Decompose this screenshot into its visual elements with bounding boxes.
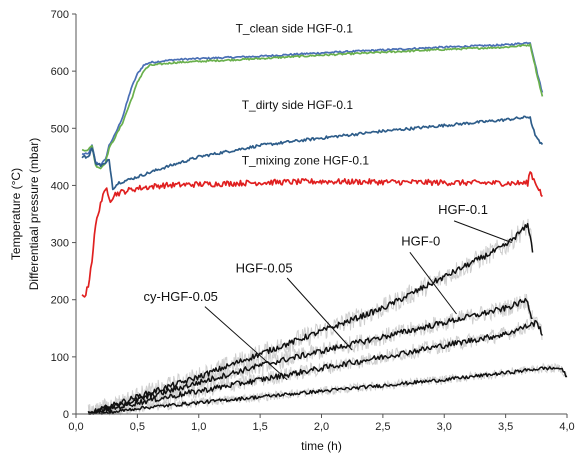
leader-line — [453, 220, 512, 244]
annotation-hgf-0: HGF-0 — [401, 233, 440, 248]
x-tick-label: 3,0 — [437, 421, 452, 433]
y-axis-label-temperature: Temperature (°C) — [9, 168, 23, 260]
y-axis-label-pressure: Differentiaal pressure (mbar) — [27, 138, 41, 291]
annotation-hgf-0-05: HGF-0.05 — [236, 260, 293, 275]
y-tick-label: 100 — [51, 352, 69, 364]
x-tick-label: 2,5 — [375, 421, 390, 433]
annotation-cy-hgf-0-05: cy-HGF-0.05 — [144, 289, 218, 304]
annotation-t-clean-side: T_clean side HGF-0.1 — [236, 21, 354, 35]
series-line-t-mixing-zone — [81, 171, 544, 298]
x-tick-label: 1,5 — [252, 421, 267, 433]
x-tick-label: 0,5 — [130, 421, 145, 433]
noise-layer — [87, 218, 568, 416]
noise-band-dp-hgf-0-1 — [87, 218, 533, 416]
annotation-t-dirty-side: T_dirty side HGF-0.1 — [242, 98, 354, 112]
noise-band-dp-hgf-0 — [88, 293, 533, 416]
y-tick-label: 200 — [51, 295, 69, 307]
y-tick-label: 600 — [51, 66, 69, 78]
y-tick-label: 400 — [51, 180, 69, 192]
x-tick-label: 2,0 — [314, 421, 329, 433]
series-layer — [81, 41, 568, 415]
x-tick-label: 1,0 — [191, 421, 206, 433]
leader-line — [286, 277, 353, 351]
series-line-t-dirty-side — [81, 115, 544, 191]
y-tick-label: 500 — [51, 123, 69, 135]
y-tick-label: 700 — [51, 9, 69, 21]
leader-line — [409, 251, 457, 315]
annotation-hgf-0-1: HGF-0.1 — [438, 202, 488, 217]
x-tick-label: 4,0 — [559, 421, 574, 433]
series-line-t-clean-side-green — [81, 43, 544, 170]
x-tick-labels: 0,0 0,5 1,0 1,5 2,0 2,5 3,0 3,5 4,0 — [68, 414, 575, 433]
y-tick-label: 0 — [63, 409, 69, 421]
annotation-t-mixing-zone: T_mixing zone HGF-0.1 — [242, 153, 370, 167]
noise-band-dp-cy-hgf-0-05 — [100, 362, 568, 416]
leader-line — [204, 306, 288, 381]
x-tick-label: 3,5 — [498, 421, 513, 433]
series-line-dp-hgf-0-05 — [88, 319, 544, 415]
x-axis-label: time (h) — [301, 439, 342, 453]
series-line-t-clean-side-blue — [81, 41, 544, 166]
leader-lines — [204, 220, 512, 381]
y-tick-label: 300 — [51, 238, 69, 250]
x-tick-label: 0,0 — [68, 421, 83, 433]
y-tick-labels: 0 100 200 300 400 500 600 700 — [51, 9, 76, 421]
series-line-dp-hgf-0 — [87, 297, 533, 415]
series-line-dp-hgf-0-1 — [87, 222, 534, 415]
series-line-dp-cy-hgf-0-05 — [100, 366, 568, 415]
